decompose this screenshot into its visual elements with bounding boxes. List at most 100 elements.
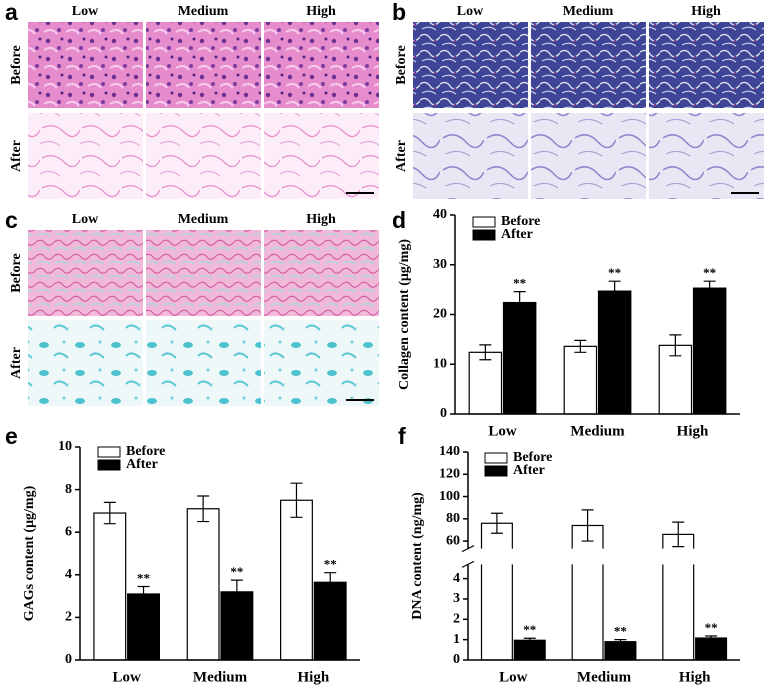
y-axis-label: GAGs content (μg/mg) bbox=[22, 485, 37, 621]
error-bar bbox=[490, 512, 503, 534]
legend-label: Before bbox=[513, 450, 552, 465]
micrograph bbox=[264, 320, 379, 406]
legend-label: After bbox=[126, 457, 158, 472]
y-tick-label: 4 bbox=[453, 571, 460, 586]
panel-letter: e bbox=[5, 423, 18, 449]
column-label: High bbox=[306, 212, 336, 227]
x-tick-label: Medium bbox=[193, 669, 248, 685]
micrograph bbox=[28, 22, 143, 108]
y-tick-label: 30 bbox=[433, 257, 447, 272]
y-tick-label: 40 bbox=[433, 207, 447, 222]
panel-letter: a bbox=[5, 0, 18, 25]
bar bbox=[695, 637, 728, 661]
y-tick-label: 140 bbox=[439, 444, 460, 459]
micrograph bbox=[264, 22, 379, 108]
legend-swatch bbox=[484, 452, 508, 464]
legend-label: After bbox=[501, 227, 533, 242]
legend-label: After bbox=[513, 463, 545, 478]
y-tick-label: 20 bbox=[433, 307, 447, 322]
row-label: After bbox=[9, 140, 24, 172]
column-label: Medium bbox=[178, 4, 229, 19]
significance-label: ** bbox=[230, 564, 243, 579]
micrograph bbox=[28, 230, 143, 316]
y-tick-label: 0 bbox=[65, 652, 72, 667]
legend-swatch bbox=[472, 216, 496, 228]
significance-label: ** bbox=[523, 622, 536, 637]
y-tick-label: 8 bbox=[65, 482, 72, 497]
micrograph bbox=[413, 113, 528, 199]
x-tick-label: Low bbox=[499, 669, 528, 685]
column-label: Medium bbox=[178, 212, 229, 227]
row-label: Before bbox=[394, 45, 409, 84]
bar bbox=[220, 591, 254, 661]
error-bar bbox=[197, 495, 210, 523]
error-bar bbox=[230, 579, 243, 605]
bar bbox=[692, 287, 727, 415]
error-bar bbox=[523, 637, 536, 643]
bar bbox=[468, 351, 503, 415]
panel-letter: b bbox=[392, 0, 406, 25]
error-bar bbox=[705, 635, 718, 641]
y-tick-label: 2 bbox=[65, 610, 72, 625]
x-tick-label: Low bbox=[112, 669, 141, 685]
panel-letter: d bbox=[392, 207, 406, 233]
micrograph bbox=[649, 22, 764, 108]
y-tick-label: 0 bbox=[440, 406, 447, 421]
micrograph bbox=[146, 230, 261, 316]
bar bbox=[563, 345, 598, 415]
y-tick-label: 60 bbox=[446, 533, 460, 548]
error-bar bbox=[614, 639, 627, 645]
y-tick-label: 80 bbox=[446, 511, 460, 526]
micrograph bbox=[28, 320, 143, 406]
y-tick-label: 10 bbox=[433, 356, 447, 371]
x-tick-label: Low bbox=[488, 423, 517, 439]
bar bbox=[313, 581, 347, 661]
significance-label: ** bbox=[703, 265, 716, 280]
micrograph bbox=[146, 22, 261, 108]
error-bar bbox=[290, 482, 303, 518]
legend-swatch bbox=[97, 446, 121, 458]
micrograph bbox=[649, 113, 764, 199]
bar bbox=[280, 499, 313, 661]
y-tick-label: 0 bbox=[453, 652, 460, 667]
y-tick-label: 2 bbox=[453, 612, 460, 627]
y-tick-label: 100 bbox=[439, 489, 460, 504]
error-bar bbox=[574, 339, 587, 353]
row-label: Before bbox=[9, 253, 24, 292]
y-tick-label: 10 bbox=[58, 439, 72, 454]
y-tick-label: 120 bbox=[439, 466, 460, 481]
y-tick-label: 1 bbox=[453, 632, 460, 647]
legend-swatch bbox=[97, 459, 121, 471]
micrograph bbox=[264, 230, 379, 316]
row-label: Before bbox=[9, 45, 24, 84]
panel-letter: c bbox=[5, 207, 18, 233]
legend-swatch bbox=[472, 229, 496, 241]
error-bar bbox=[581, 509, 594, 542]
error-bar bbox=[137, 585, 150, 603]
micrograph bbox=[28, 113, 143, 199]
x-tick-label: Medium bbox=[570, 423, 625, 439]
bar bbox=[604, 641, 637, 661]
error-bar bbox=[669, 334, 682, 357]
x-tick-label: High bbox=[297, 669, 329, 685]
error-bar bbox=[479, 344, 492, 361]
significance-label: ** bbox=[513, 276, 526, 291]
column-label: High bbox=[306, 4, 336, 19]
row-label: After bbox=[394, 140, 409, 172]
x-tick-label: Medium bbox=[577, 669, 632, 685]
significance-label: ** bbox=[705, 620, 718, 635]
error-bar bbox=[608, 280, 621, 302]
column-label: Medium bbox=[563, 4, 614, 19]
column-label: High bbox=[691, 4, 721, 19]
bar bbox=[480, 522, 513, 661]
legend-label: Before bbox=[501, 214, 540, 229]
x-tick-label: High bbox=[677, 423, 709, 439]
column-label: Low bbox=[72, 212, 99, 227]
bar bbox=[571, 524, 604, 661]
y-axis-label: DNA content (ng/mg) bbox=[410, 492, 425, 620]
micrograph bbox=[146, 113, 261, 199]
error-bar bbox=[672, 521, 685, 548]
y-tick-label: 6 bbox=[65, 524, 72, 539]
bar bbox=[127, 593, 160, 661]
